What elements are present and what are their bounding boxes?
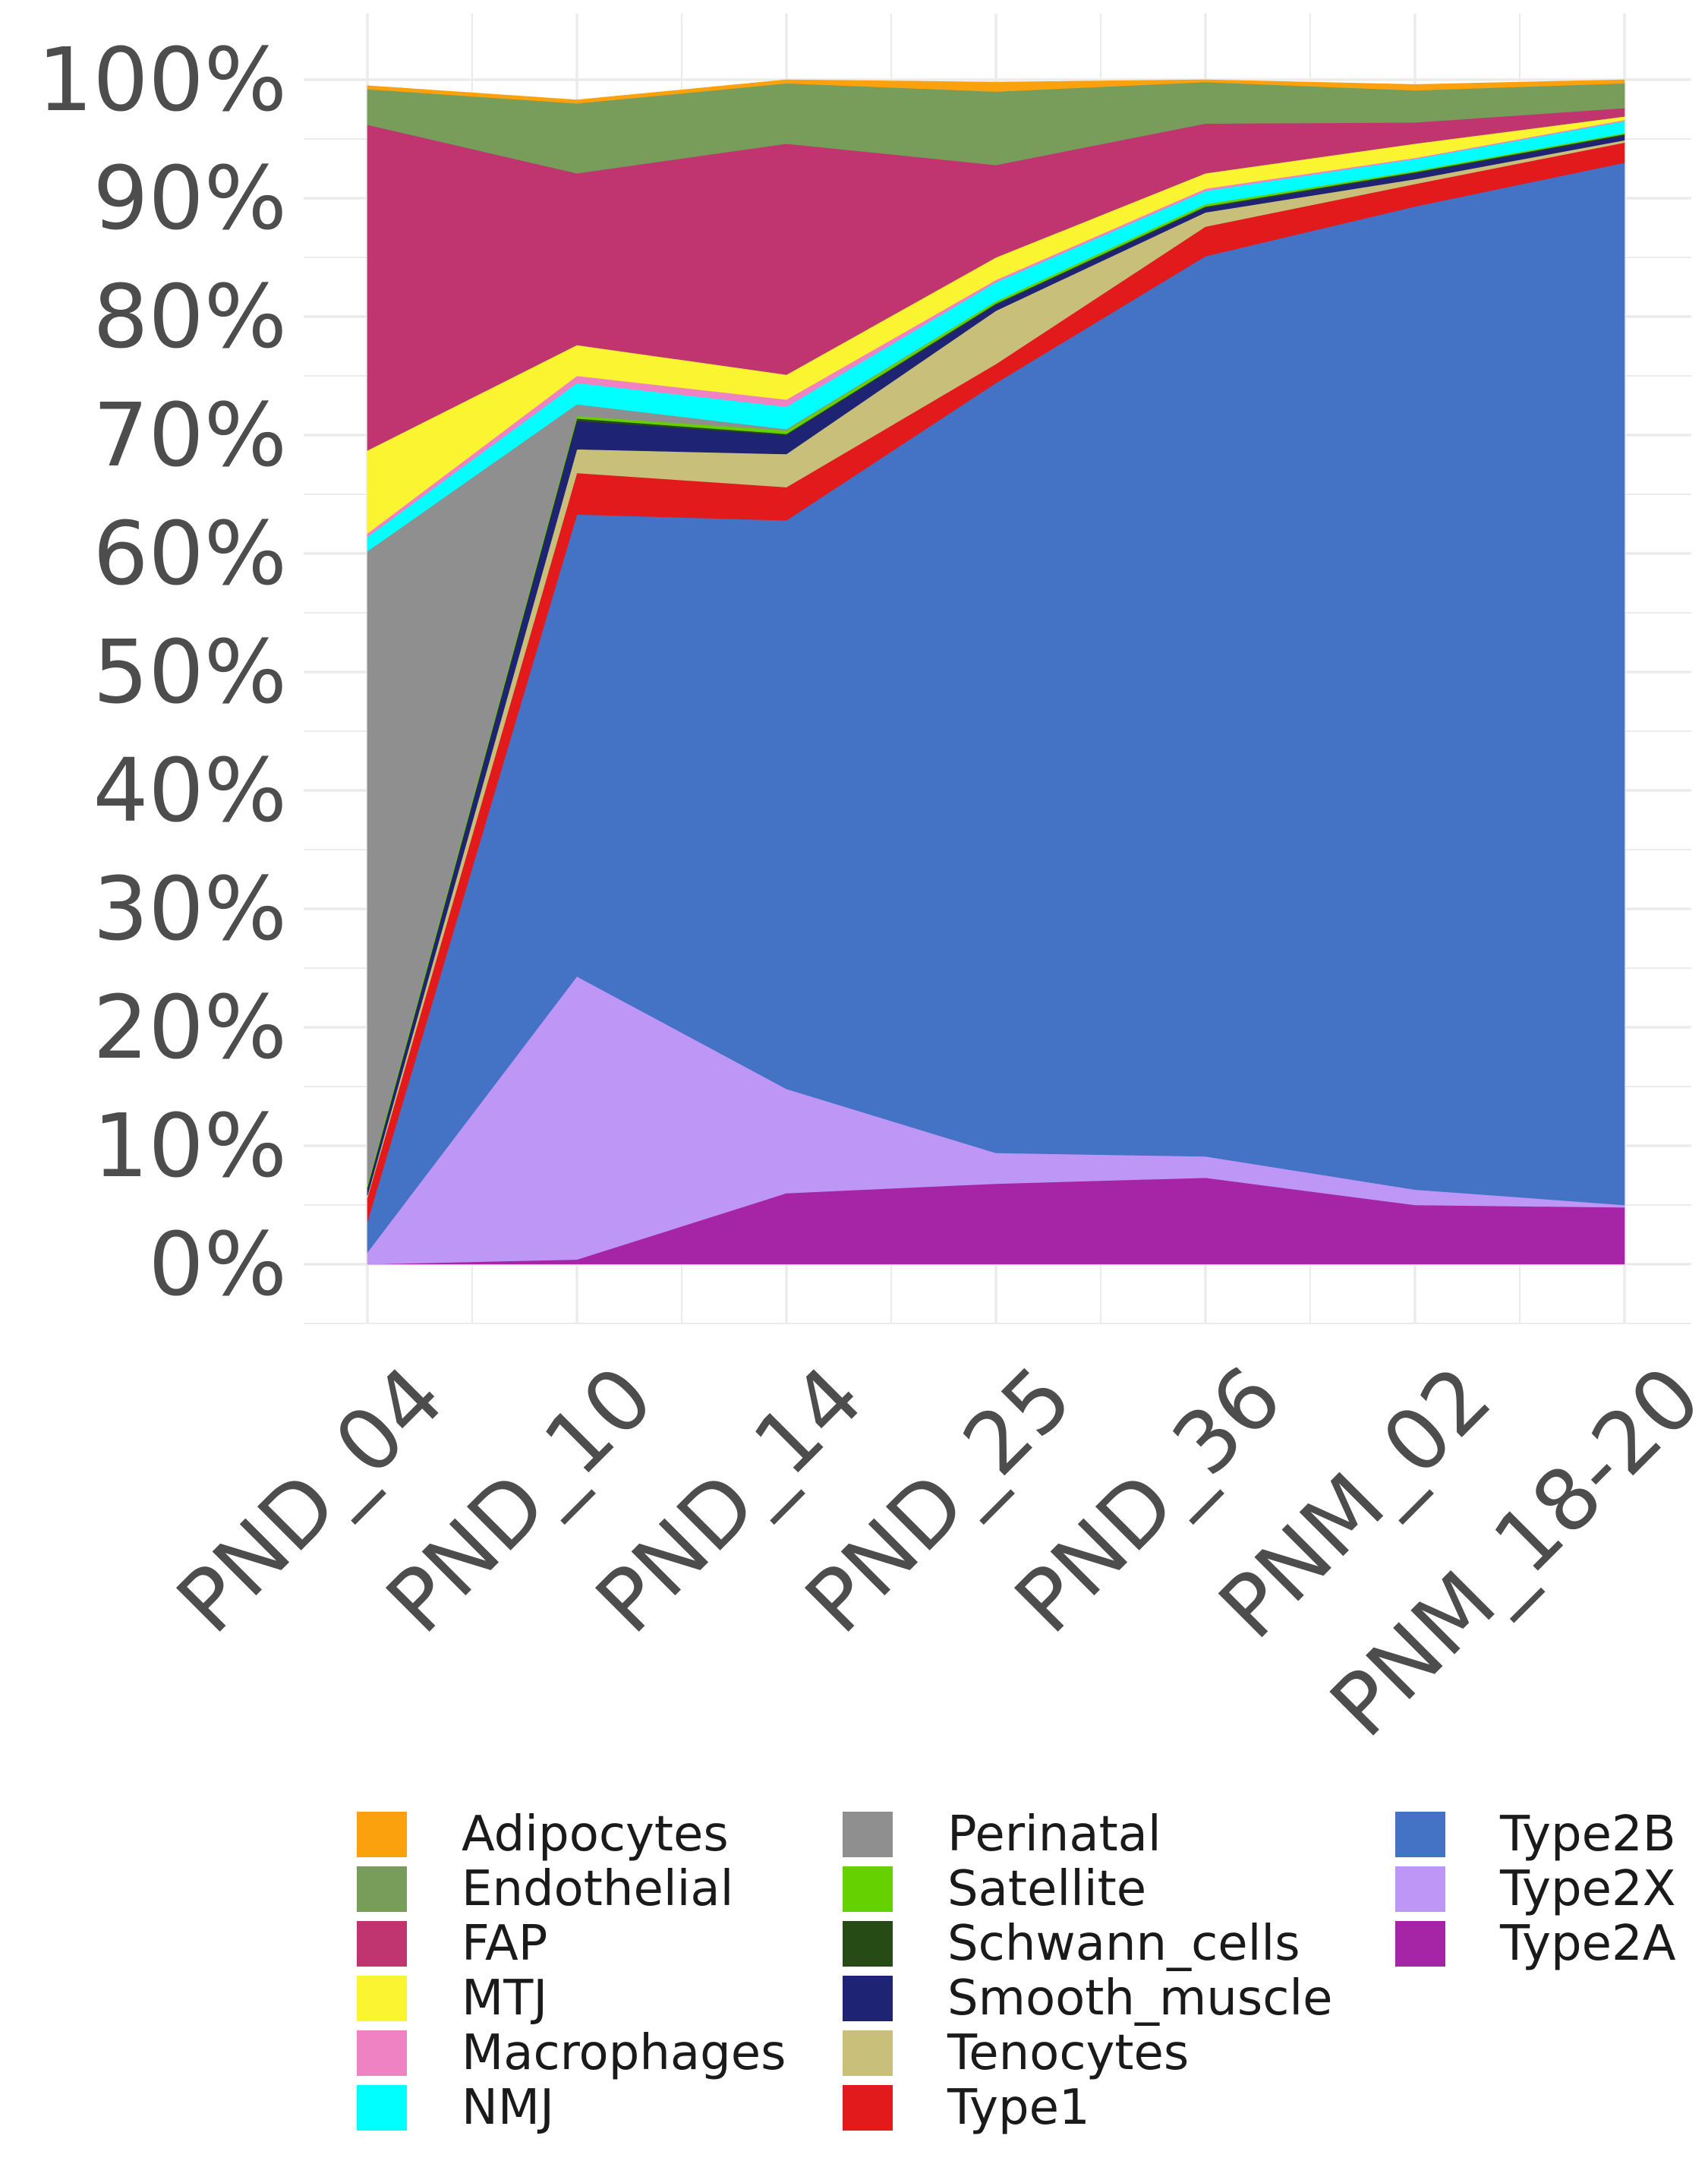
legend-label: Tenocytes <box>947 2025 1190 2081</box>
y-tick-label: 80% <box>93 267 287 368</box>
legend-label: Endothelial <box>462 1861 734 1917</box>
y-tick-label: 90% <box>93 148 287 250</box>
legend-swatch <box>843 1921 893 1967</box>
legend-swatch <box>1395 1921 1445 1967</box>
legend-swatch <box>843 2085 893 2131</box>
legend-swatch <box>357 2030 407 2076</box>
legend-swatch <box>843 1812 893 1857</box>
legend: Adipocytes Endothelial FAP MTJ Macrophag… <box>357 1807 1693 2141</box>
legend-label: Type2X <box>1500 1861 1676 1917</box>
legend-label: MTJ <box>462 1970 548 2027</box>
y-tick-label: 20% <box>93 977 287 1079</box>
y-axis-tick-labels: 0% 10% 20% 30% 40% 50% 60% 70% 80% 90% 100% <box>37 30 287 1316</box>
legend-swatch <box>357 1921 407 1967</box>
legend-label: Schwann_cells <box>947 1916 1300 1972</box>
legend-label: Type2A <box>1500 1916 1676 1972</box>
legend-label: Smooth_muscle <box>947 1970 1333 2027</box>
y-tick-label: 30% <box>93 859 287 961</box>
legend-label: Type2B <box>1500 1806 1676 1863</box>
y-tick-label: 40% <box>93 740 287 842</box>
legend-label: FAP <box>462 1916 548 1972</box>
y-tick-label: 10% <box>93 1096 287 1197</box>
legend-swatch <box>843 2030 893 2076</box>
legend-label: Type1 <box>947 2080 1090 2136</box>
legend-label: Macrophages <box>462 2025 786 2081</box>
legend-label: NMJ <box>462 2080 554 2136</box>
legend-swatch <box>357 2085 407 2131</box>
legend-label: Perinatal <box>947 1806 1161 1863</box>
legend-swatch <box>843 1866 893 1912</box>
legend-swatch <box>357 1866 407 1912</box>
y-tick-label: 70% <box>93 385 287 487</box>
legend-swatch <box>357 1812 407 1857</box>
legend-swatch <box>1395 1812 1445 1857</box>
x-axis-tick-labels: PND_04PND_10PND_14PND_25PND_36PNM_02PNM_… <box>159 1348 1708 1755</box>
y-tick-label: 50% <box>93 622 287 724</box>
area-adipocytes <box>367 79 1625 104</box>
legend-label: Satellite <box>947 1861 1147 1917</box>
legend-swatch <box>357 1976 407 2021</box>
y-tick-label: 100% <box>37 30 287 131</box>
legend-label: Adipocytes <box>462 1806 729 1863</box>
area-series-group <box>367 79 1625 1265</box>
legend-swatch <box>1395 1866 1445 1912</box>
y-tick-label: 0% <box>149 1214 287 1316</box>
y-tick-label: 60% <box>93 503 287 605</box>
legend-swatch <box>843 1976 893 2021</box>
